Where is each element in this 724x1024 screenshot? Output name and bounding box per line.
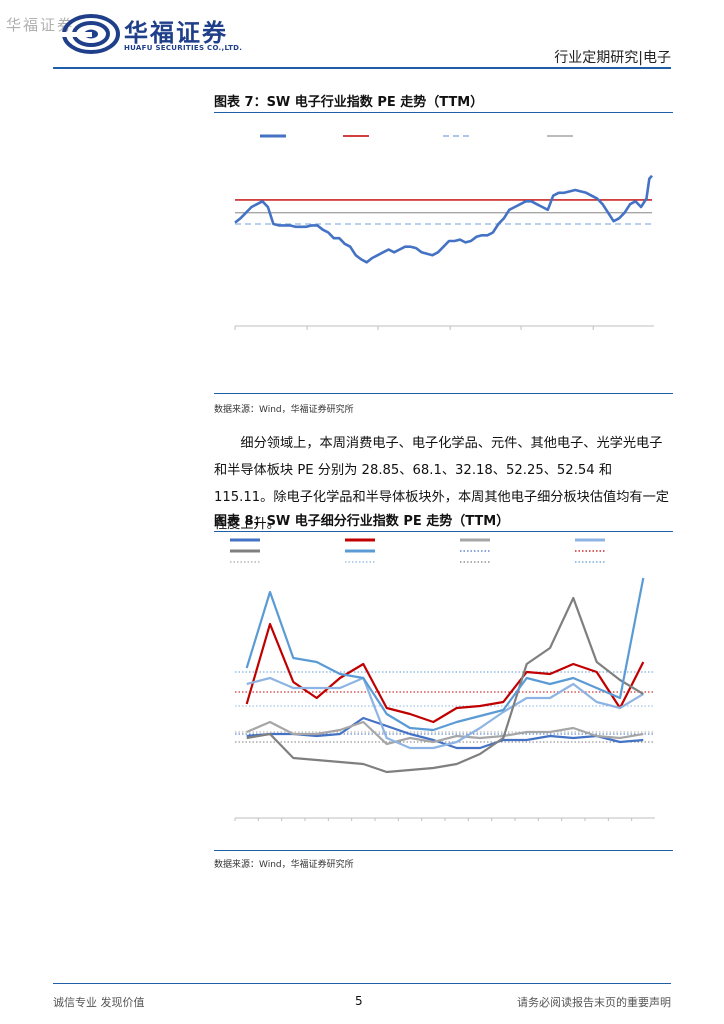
watermark: 华福证券 [6,16,75,34]
sub-sector-pe-chart [230,538,655,821]
footer-rule [53,983,671,984]
report-type: 行业定期研究|电子 [554,50,671,66]
company-logo-icon [62,14,120,54]
page-number: 5 [355,994,363,1008]
series-semiconductor [245,577,645,732]
figure-8-source: 数据来源：Wind，华福证券研究所 [214,860,354,870]
series-other-electronics [246,676,644,750]
brand-name-english: HUAFU SECURITIES CO.,LTD. [124,44,243,52]
body-paragraph: 细分领域上，本周消费电子、电子化学品、元件、其他电子、光学光电子和半导体板块 P… [214,430,674,538]
series-components [246,720,644,746]
figure-7-title: 图表 7：SW 电子行业指数 PE 走势（TTM） [214,95,484,110]
pe-trend-chart [234,134,654,330]
figure-7-source: 数据来源：Wind，华福证券研究所 [214,405,354,415]
brand-name: 华福证券 [124,18,228,47]
series-line-electronics [234,174,653,264]
series-optoelectronics [246,596,644,774]
header-rule [53,67,671,69]
footer-disclaimer: 请务必阅读报告末页的重要声明 [517,996,671,1009]
figure-8-title: 图表 8：SW 电子细分行业指数 PE 走势（TTM） [214,514,510,529]
figure-8-rule [214,531,673,532]
figure-8-bottom-rule [214,850,673,851]
paragraph-text: 细分领域上，本周消费电子、电子化学品、元件、其他电子、光学光电子和半导体板块 P… [214,436,669,532]
footer-slogan: 诚信专业 发现价值 [53,996,145,1009]
figure-7-rule [214,112,673,113]
figure-7-bottom-rule [214,393,673,394]
series-electronic-chemicals [245,622,645,724]
